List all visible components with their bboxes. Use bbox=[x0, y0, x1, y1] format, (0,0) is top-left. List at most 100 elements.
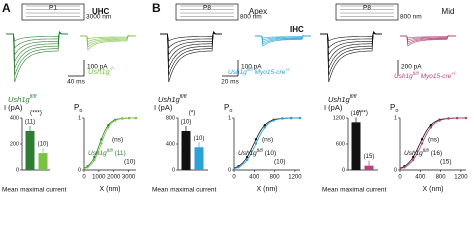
scale-current: 200 pA bbox=[401, 64, 422, 71]
text-part: fl/fl bbox=[180, 94, 188, 100]
current-trace bbox=[6, 30, 68, 83]
x-axis-label: X (nm) bbox=[100, 186, 121, 193]
x-axis-label: X (nm) bbox=[257, 186, 278, 193]
current-trace bbox=[80, 35, 136, 43]
text-part: Ush1g bbox=[228, 69, 247, 76]
y-tick-label: 0 bbox=[78, 167, 81, 173]
x-tick-label: 0 bbox=[232, 175, 236, 181]
y-tick-label: 400 bbox=[166, 141, 175, 147]
sample-size: (10) bbox=[194, 136, 205, 142]
current-trace bbox=[320, 32, 382, 56]
current-trace bbox=[6, 32, 68, 49]
y-tick-label: 1 bbox=[228, 115, 231, 121]
x-tick-label: 800 bbox=[270, 175, 281, 181]
text-part: Ush1g bbox=[88, 150, 107, 157]
current-trace bbox=[255, 35, 311, 45]
stimulus-position: P1 bbox=[49, 5, 57, 12]
y-tick-label: 0 bbox=[228, 167, 231, 173]
stimulus-position: P8 bbox=[363, 5, 371, 12]
bar bbox=[25, 131, 35, 170]
genotype-label: Ush1gfl/fl bbox=[158, 94, 187, 104]
text-part: Myo15-cre bbox=[421, 73, 452, 80]
y-tick-label: 400 bbox=[10, 115, 19, 121]
x-tick-label: 800 bbox=[436, 175, 447, 181]
sample-size: (15) bbox=[440, 159, 452, 166]
po-curve bbox=[233, 117, 300, 170]
y-axis-label: I (pA) bbox=[154, 103, 173, 112]
x-tick-label: 2000 bbox=[107, 175, 121, 181]
text-part: P bbox=[74, 103, 79, 112]
current-trace bbox=[160, 30, 222, 83]
stimulus-displacement: 3000 nm bbox=[86, 14, 111, 21]
cell-type: UHC bbox=[92, 7, 110, 16]
current-trace bbox=[320, 32, 382, 63]
text-part: Myo15-cre bbox=[255, 69, 286, 76]
y-tick-label: 1200 bbox=[333, 115, 345, 121]
current-trace bbox=[400, 35, 456, 43]
significance: (ns) bbox=[428, 137, 439, 144]
text-part: +/- bbox=[285, 67, 291, 72]
current-trace bbox=[80, 35, 136, 40]
text-part: fl/fl bbox=[423, 148, 430, 153]
bar bbox=[351, 122, 361, 170]
y-tick-label: 0 bbox=[16, 167, 19, 173]
x-tick-label: 400 bbox=[415, 175, 426, 181]
x-tick-label: 1200 bbox=[454, 175, 468, 181]
current-trace bbox=[320, 30, 382, 83]
genotype-label: Ush1gfl/fl (16) bbox=[404, 148, 442, 157]
significance: (ns) bbox=[262, 137, 273, 144]
current-trace bbox=[160, 32, 222, 56]
current-trace bbox=[6, 32, 68, 56]
current-trace bbox=[255, 35, 311, 41]
text-part: Ush1g bbox=[404, 150, 423, 157]
current-trace bbox=[320, 32, 382, 49]
current-trace bbox=[320, 33, 382, 42]
sample-size: (15) bbox=[364, 154, 375, 160]
po-curve bbox=[83, 117, 136, 170]
current-trace bbox=[160, 32, 222, 49]
stimulus-displacement: 800 nm bbox=[240, 14, 262, 21]
stimulus-position: P8 bbox=[203, 5, 211, 12]
text-part: Ush1g bbox=[328, 95, 351, 104]
text-part: +/- bbox=[451, 71, 457, 76]
text-part: fl/fl bbox=[247, 67, 254, 72]
text-part: (11) bbox=[115, 150, 126, 157]
x-axis-label: X (nm) bbox=[423, 186, 444, 193]
sample-size: (16) bbox=[351, 111, 362, 117]
bar bbox=[38, 153, 48, 170]
po-curve bbox=[399, 117, 466, 170]
current-trace bbox=[160, 32, 222, 63]
stimulus-box bbox=[175, 3, 239, 21]
genotype-label: Ush1g-/- bbox=[88, 66, 115, 76]
genotype-label: Ush1gfl/fl bbox=[328, 94, 357, 104]
current-trace bbox=[6, 32, 68, 63]
stimulus-box bbox=[21, 3, 85, 21]
text-part: (16) bbox=[431, 150, 443, 157]
scale-current: 100 pA bbox=[241, 64, 262, 71]
current-trace bbox=[255, 35, 311, 47]
panel-letter: B bbox=[152, 1, 161, 15]
scale-time: 20 ms bbox=[221, 79, 239, 86]
y-tick-label: 200 bbox=[10, 141, 19, 147]
sample-size: (10) bbox=[181, 120, 192, 126]
genotype-label: Ush1gfl/fl (11) bbox=[88, 148, 126, 157]
significance: (***) bbox=[30, 110, 42, 117]
x-axis-label: Mean maximal current bbox=[152, 187, 216, 194]
genotype-label: Ush1gfl/fl (10) bbox=[238, 148, 276, 157]
text-part: P bbox=[224, 103, 229, 112]
text-part: Ush1g bbox=[394, 73, 413, 80]
bar bbox=[181, 131, 191, 170]
current-trace bbox=[160, 31, 222, 76]
y-tick-label: 1 bbox=[78, 115, 81, 121]
x-tick-label: 3000 bbox=[122, 175, 136, 181]
x-tick-label: 0 bbox=[82, 175, 86, 181]
y-tick-label: 0 bbox=[172, 167, 175, 173]
genotype-label: Ush1gfl/fl bbox=[8, 94, 37, 104]
x-tick-label: 400 bbox=[249, 175, 260, 181]
bar bbox=[194, 147, 204, 170]
current-trace bbox=[6, 33, 68, 42]
y-axis-label: Po bbox=[390, 103, 398, 114]
text-part: fl/fl bbox=[413, 71, 420, 76]
y-tick-label: 800 bbox=[166, 115, 175, 121]
scale-current: 100 pA bbox=[87, 64, 108, 71]
